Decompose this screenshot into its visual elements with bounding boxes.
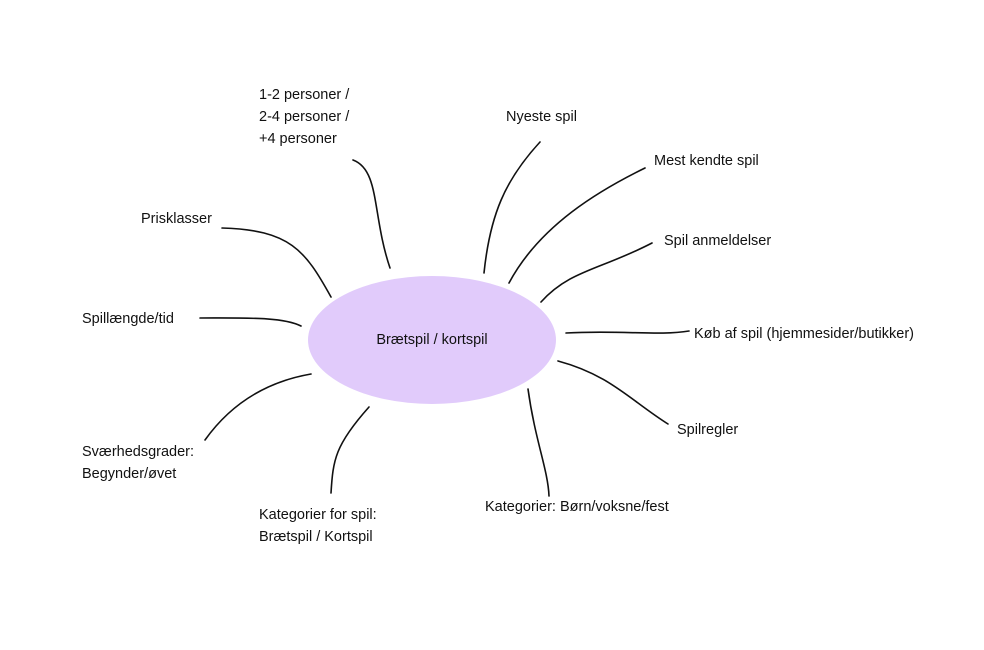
- connector-mest-kendte: [508, 167, 646, 284]
- connector-spilregler: [557, 360, 669, 425]
- connector-koeb: [565, 330, 690, 334]
- branch-label-personer: 1-2 personer / 2-4 personer / +4 persone…: [259, 84, 349, 150]
- branch-label-line: +4 personer: [259, 131, 337, 147]
- connector-anmeldelser: [540, 242, 653, 303]
- branch-label-kategorier-alder: Kategorier: Børn/voksne/fest: [485, 496, 669, 518]
- branch-label-line: Spillængde/tid: [82, 311, 174, 327]
- connector-personer: [352, 159, 391, 269]
- branch-label-svaerhed: Sværhedsgrader: Begynder/øvet: [82, 441, 194, 485]
- branch-label-spilregler: Spilregler: [677, 419, 738, 441]
- center-node-label: Brætspil / kortspil: [376, 332, 488, 348]
- connector-prisklasser: [221, 227, 332, 298]
- branch-label-line: Spil anmeldelser: [664, 233, 772, 249]
- connector-svaerhed: [204, 373, 312, 441]
- branch-label-mest-kendte: Mest kendte spil: [654, 150, 759, 172]
- branch-label-line: 2-4 personer /: [259, 109, 350, 125]
- branch-label-line: Begynder/øvet: [82, 466, 177, 482]
- connector-kategorier-alder: [527, 388, 550, 497]
- branch-label-line: Sværhedsgrader:: [82, 444, 195, 460]
- branch-label-anmeldelser: Spil anmeldelser: [664, 230, 771, 252]
- branch-label-line: Kategorier for spil:: [259, 507, 377, 523]
- branch-label-line: Køb af spil (hjemmesider/butikker): [694, 326, 914, 342]
- branch-label-nyeste: Nyeste spil: [506, 106, 577, 128]
- branch-label-spillaengde: Spillængde/tid: [82, 308, 174, 330]
- connector-spillaengde: [199, 317, 302, 327]
- branch-label-line: Kategorier: Børn/voksne/fest: [485, 499, 669, 515]
- connector-kategorier-spil: [330, 406, 370, 494]
- branch-label-line: Mest kendte spil: [654, 153, 759, 169]
- branch-label-prisklasser: Prisklasser: [141, 208, 212, 230]
- branch-label-koeb: Køb af spil (hjemmesider/butikker): [694, 323, 914, 345]
- branch-label-line: Brætspil / Kortspil: [259, 529, 373, 545]
- branch-label-line: Nyeste spil: [506, 109, 577, 125]
- branch-label-line: Prisklasser: [141, 211, 212, 227]
- center-node: [308, 276, 556, 404]
- branch-label-line: 1-2 personer /: [259, 87, 350, 103]
- branch-label-line: Spilregler: [677, 422, 739, 438]
- connector-nyeste: [483, 141, 541, 274]
- branch-label-kategorier-spil: Kategorier for spil: Brætspil / Kortspil: [259, 504, 377, 548]
